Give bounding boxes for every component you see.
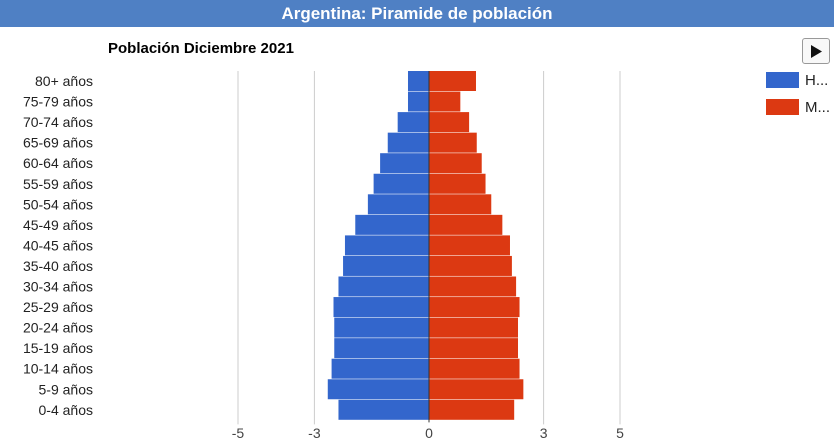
y-tick-label: 45-49 años	[23, 217, 93, 233]
bar-women-3	[429, 132, 477, 153]
chart-title: Población Diciembre 2021	[108, 40, 294, 57]
bar-men-10	[338, 276, 429, 297]
y-tick-label: 40-45 años	[23, 237, 93, 253]
bar-women-13	[429, 338, 519, 359]
y-tick-label: 0-4 años	[39, 402, 93, 418]
bar-men-16	[338, 399, 429, 420]
y-tick-label: 60-64 años	[23, 155, 93, 171]
x-tick-label: 5	[616, 425, 624, 441]
play-button[interactable]	[802, 38, 830, 64]
bar-men-1	[407, 91, 429, 112]
bar-women-10	[429, 276, 517, 297]
x-tick-label: -3	[308, 425, 321, 441]
bar-women-2	[429, 112, 470, 133]
bar-women-9	[429, 255, 512, 276]
y-tick-label: 75-79 años	[23, 94, 93, 110]
y-tick-label: 55-59 años	[23, 176, 93, 192]
bar-men-7	[355, 214, 429, 235]
x-tick-label: 0	[425, 425, 433, 441]
bar-women-4	[429, 153, 482, 174]
y-tick-label: 80+ años	[35, 73, 93, 89]
legend-item-men[interactable]: H...	[766, 70, 830, 90]
y-tick-label: 70-74 años	[23, 114, 93, 130]
bar-women-11	[429, 297, 520, 318]
bar-women-15	[429, 379, 524, 400]
legend-label-women: M...	[805, 98, 830, 116]
bar-women-8	[429, 235, 510, 256]
bar-women-7	[429, 214, 503, 235]
bar-women-0	[429, 71, 476, 91]
legend: H... M...	[766, 70, 830, 124]
legend-item-women[interactable]: M...	[766, 97, 830, 117]
bar-women-16	[429, 399, 515, 420]
x-tick-label: -5	[232, 425, 245, 441]
legend-swatch-men	[766, 72, 799, 88]
y-tick-label: 5-9 años	[39, 381, 93, 397]
bar-men-5	[373, 173, 429, 194]
bar-men-15	[327, 379, 429, 400]
legend-swatch-women	[766, 99, 799, 115]
bar-men-6	[367, 194, 429, 215]
y-tick-label: 65-69 años	[23, 135, 93, 151]
play-icon	[811, 44, 822, 58]
legend-label-men: H...	[805, 71, 829, 89]
bar-women-14	[429, 358, 520, 379]
bar-men-0	[407, 71, 429, 91]
bar-men-4	[380, 153, 429, 174]
bar-men-12	[334, 317, 429, 338]
page-title: Argentina: Piramide de población	[0, 0, 834, 27]
bar-men-14	[331, 358, 429, 379]
y-tick-label: 30-34 años	[23, 279, 93, 295]
bar-men-3	[387, 132, 429, 153]
y-tick-label: 25-29 años	[23, 299, 93, 315]
x-tick-label: 3	[540, 425, 548, 441]
bar-women-1	[429, 91, 461, 112]
y-tick-label: 35-40 años	[23, 258, 93, 274]
bar-men-11	[333, 297, 429, 318]
bar-women-5	[429, 173, 486, 194]
y-tick-label: 50-54 años	[23, 196, 93, 212]
bar-women-12	[429, 317, 519, 338]
y-tick-label: 10-14 años	[23, 361, 93, 377]
bar-men-8	[344, 235, 429, 256]
y-tick-label: 20-24 años	[23, 320, 93, 336]
bar-men-9	[343, 255, 429, 276]
bar-men-13	[334, 338, 429, 359]
bar-women-6	[429, 194, 492, 215]
y-tick-label: 15-19 años	[23, 340, 93, 356]
bar-men-2	[397, 112, 429, 133]
